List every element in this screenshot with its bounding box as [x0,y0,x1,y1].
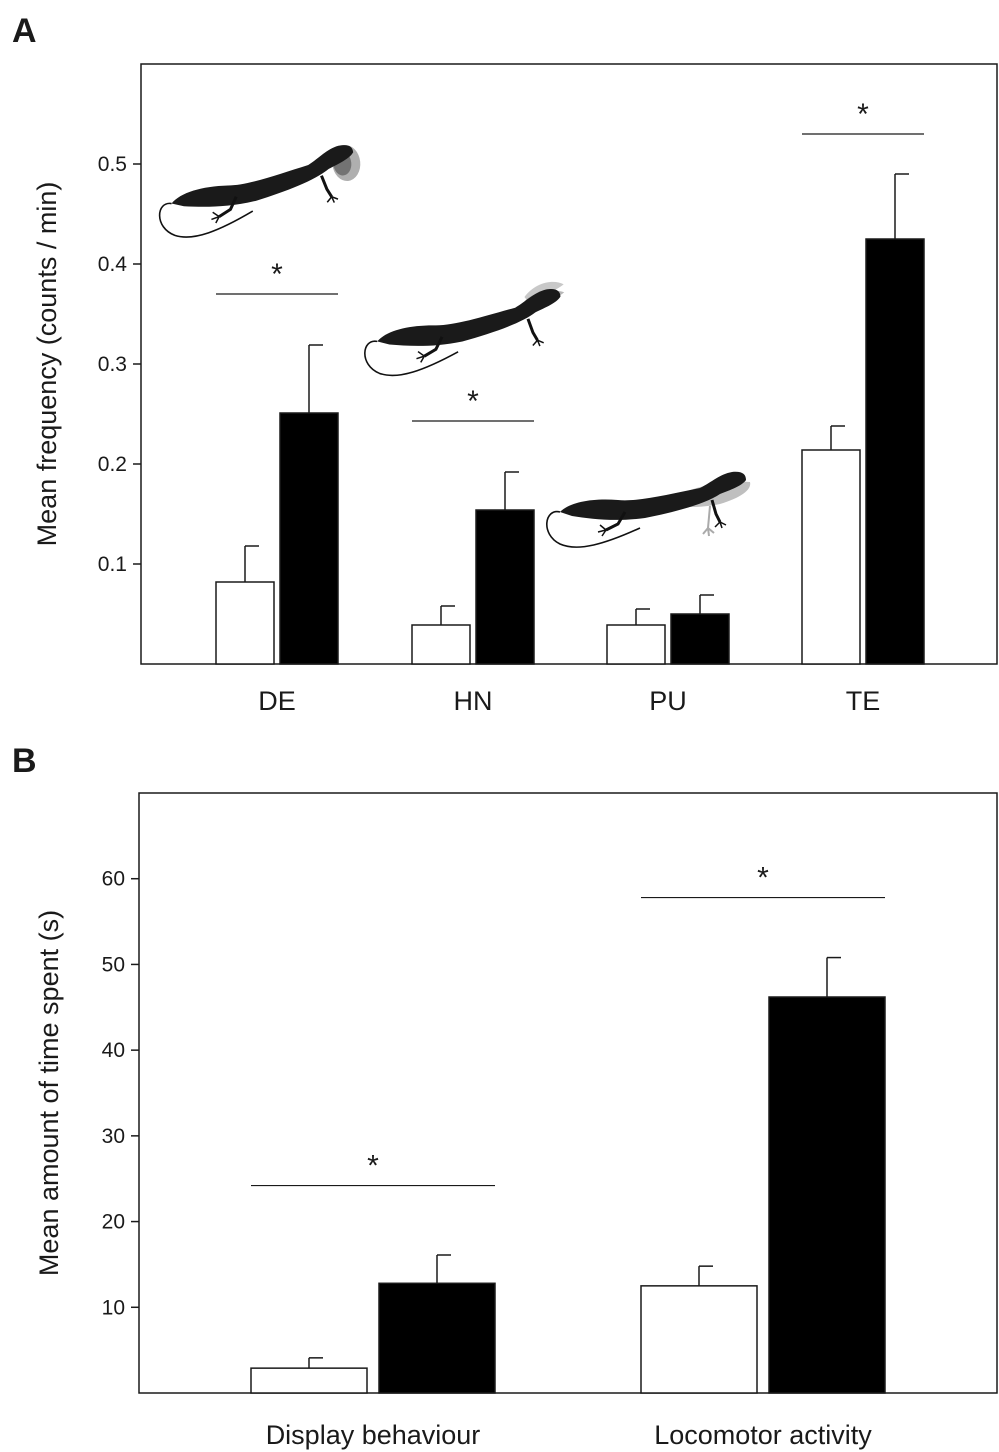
lizard-push-up-icon [545,470,751,549]
bar-open [640,1285,758,1394]
bar-filled [865,238,925,665]
y-tick-label: 0.2 [98,453,127,476]
panel-letter: B [12,742,37,780]
panel-b: B 10 20 30 40 50 60 Mean amount of time spent (… [12,742,998,1450]
lizard-head-nod-icon [359,281,567,379]
y-tick-label: 50 [102,953,125,976]
significance-star: * [271,258,283,291]
lizard-silhouette [359,286,567,379]
bar-open [215,581,275,665]
y-tick-label: 20 [102,1211,125,1234]
plot-frame [138,792,998,1394]
bar-filled [279,412,339,665]
y-tick-label: 60 [102,868,125,891]
significance-star: * [757,862,769,895]
category-label: PU [649,686,687,716]
significance-star: * [857,98,869,131]
bar-open [411,624,471,665]
bar-filled [378,1282,496,1394]
leg-motion-shade [702,505,715,537]
bar-filled [768,996,886,1394]
bar-open [606,624,666,665]
category-label: Locomotor activity [654,1420,872,1450]
lizard-silhouette [152,142,362,242]
lizard-dewlap-extension-icon [152,142,362,242]
panel-a: A 0.1 0.2 0.3 0.4 0.5 Mean frequency (counts /… [12,12,998,716]
bar-open [801,449,861,665]
panel-letter: A [12,12,37,50]
significance-star: * [367,1150,379,1183]
y-tick-label: 0.5 [98,153,127,176]
y-axis-title: Mean amount of time spent (s) [34,910,64,1276]
category-label: DE [258,686,296,716]
category-label: Display behaviour [266,1420,481,1450]
category-label: TE [846,686,881,716]
y-axis-title: Mean frequency (counts / min) [32,182,62,547]
y-tick-label: 0.3 [98,353,127,376]
lizard-silhouette [545,470,748,549]
y-tick-label: 10 [102,1296,125,1319]
bar-filled [475,509,535,665]
significance-star: * [467,385,479,418]
category-label: HN [454,686,493,716]
y-tick-label: 40 [102,1039,125,1062]
bar-open [250,1367,368,1394]
y-tick-label: 0.4 [98,253,128,276]
y-tick-label: 0.1 [98,553,127,576]
y-tick-label: 30 [102,1125,125,1148]
bar-filled [670,613,730,665]
